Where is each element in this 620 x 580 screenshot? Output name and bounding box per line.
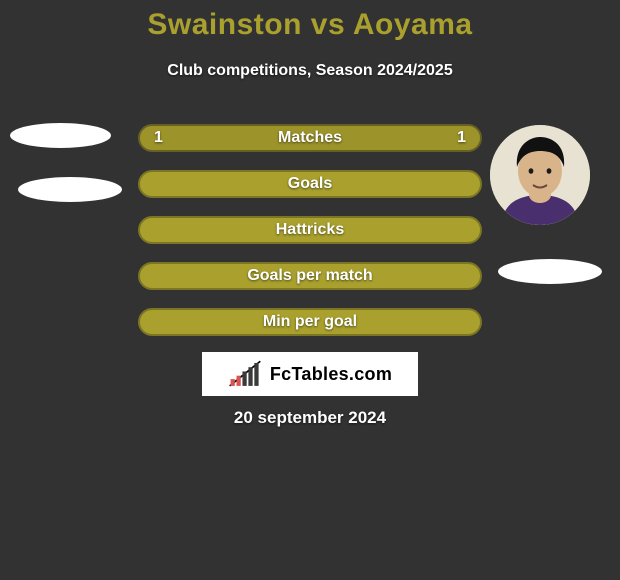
page-title: Swainston vs Aoyama (0, 8, 620, 42)
player-right-flag (498, 259, 602, 284)
stat-label: Hattricks (140, 221, 480, 239)
player-right-avatar (490, 125, 590, 225)
stat-value-right: 1 (457, 129, 466, 147)
player-right-avatar-svg (490, 125, 590, 225)
stat-row-matches: Matches1 1 (138, 124, 482, 152)
brand-text: FcTables.com (270, 364, 392, 385)
stat-row-min-per-goal: Min per goal (138, 308, 482, 336)
stat-label: Goals per match (140, 267, 480, 285)
stat-row-hattricks: Hattricks (138, 216, 482, 244)
brand-box: FcTables.com (202, 352, 418, 396)
stat-row-goals: Goals (138, 170, 482, 198)
player-left-avatar-placeholder (10, 123, 111, 148)
brand-bars-icon (228, 360, 262, 388)
date-label: 20 september 2024 (0, 408, 620, 428)
stat-row-goals-per-match: Goals per match (138, 262, 482, 290)
subtitle: Club competitions, Season 2024/2025 (0, 62, 620, 80)
stat-label: Goals (140, 175, 480, 193)
stat-value-left: 1 (154, 129, 163, 147)
stat-label: Min per goal (140, 313, 480, 331)
player-left-flag (18, 177, 122, 202)
comparison-canvas: Swainston vs Aoyama Club competitions, S… (0, 0, 620, 580)
stat-label: Matches (140, 129, 480, 147)
